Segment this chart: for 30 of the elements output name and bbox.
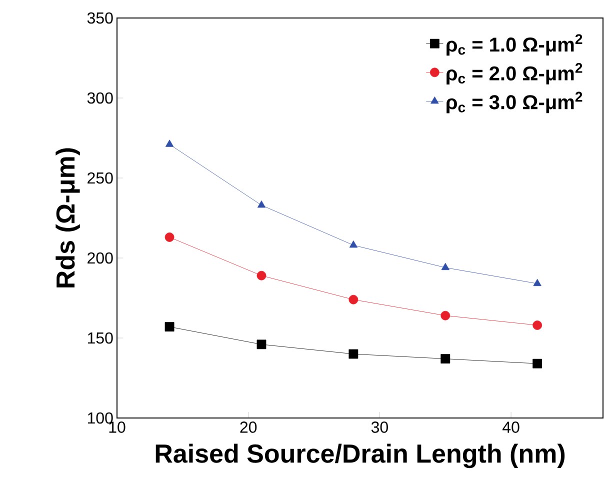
x-axis-title: Raised Source/Drain Length (nm) (156, 444, 565, 468)
point (533, 278, 542, 286)
y-tick-label: 250 (88, 172, 113, 184)
x-tick-label: 10 (109, 422, 126, 433)
x-tick-label: 20 (240, 422, 257, 433)
y-tick-label: 150 (88, 332, 113, 344)
y-axis-title: Rds (Ω-μm) (56, 148, 80, 288)
point (164, 322, 174, 332)
y-tick-label: 100 (88, 412, 113, 424)
point (440, 354, 450, 364)
legend-label: ρ$_{c}$ = 2.0 Ω-μm$^{2}$ (446, 62, 582, 84)
legend-label: ρ$_{c}$ = 1.0 Ω-μm$^{2}$ (446, 34, 582, 56)
point (165, 140, 174, 147)
point (257, 200, 266, 208)
point (256, 270, 266, 280)
point (256, 340, 266, 350)
y-tick-label: 300 (87, 92, 113, 104)
legend-label: ρ$_{c}$ = 3.0 Ω-μm$^{2}$ (446, 92, 582, 114)
point (440, 310, 450, 320)
point (348, 294, 358, 304)
point (348, 349, 358, 359)
point (532, 358, 542, 368)
point (349, 240, 358, 248)
x-tick-label: 30 (371, 422, 388, 433)
point (441, 262, 450, 270)
point (532, 320, 542, 330)
y-tick-label: 350 (87, 12, 113, 24)
y-tick-label: 200 (88, 252, 113, 264)
point (164, 232, 174, 242)
x-tick-label: 40 (502, 422, 520, 433)
